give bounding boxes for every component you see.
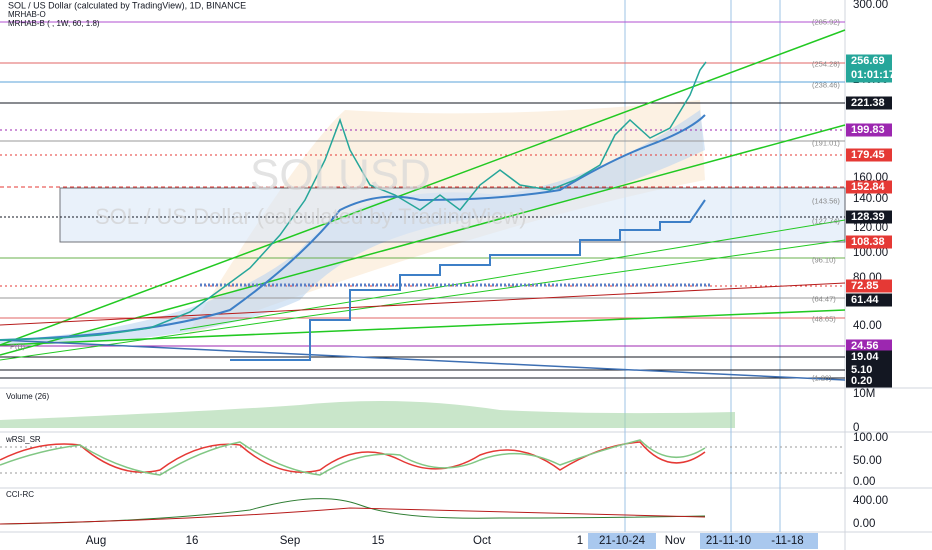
level-note: (96.10) [812,255,836,264]
moving-average [0,114,706,341]
indicator-tick-label: 0.00 [853,518,875,530]
indicator-tick-label: 400.00 [853,495,888,507]
indicator-tick-label: 0 [853,422,859,434]
time-tick-label: Sep [280,535,300,547]
time-marker-label: 21-10-24 [599,535,646,547]
pane-label: Volume (26) [6,392,49,401]
time-tick-label: 1 [577,535,583,547]
trend-line [0,29,846,346]
price-badge [846,374,892,388]
level-note: (64.47) [812,294,836,303]
price-badge-label: 108.38 [851,236,885,248]
trend-line [0,339,846,381]
cci-line [0,498,706,525]
time-marker [588,533,656,549]
watermark: SOL / US Dollar (calculated by TradingVi… [95,204,527,229]
price-path [0,61,707,341]
price-badge-label: 221.38 [851,97,885,109]
price-badge [846,148,892,162]
price-badge-label: 24.56 [851,340,879,352]
trend-line [0,239,846,361]
indicator-tick-label: 100.00 [853,432,888,444]
time-tick-label: Oct [473,535,492,547]
level-note: (254.28) [812,59,840,68]
level-note: (143.56) [812,196,840,205]
countdown-label: 01:01:17 [851,69,895,81]
time-marker-label: 21-11-10 [706,535,751,547]
price-badge-label: 19.04 [851,351,879,363]
level-note: (285.92) [812,17,840,26]
time-tick-label: 16 [186,535,199,547]
indicator-tick-label: 50.00 [853,455,882,467]
price-badge [846,235,892,249]
time-tick-label: Aug [86,535,106,547]
pane-label: wRSI_SR [5,435,41,444]
price-tick-label: 100.00 [853,247,888,259]
time-marker-label: -11-18 [771,535,803,547]
price-badge-label: 72.85 [851,280,879,292]
trend-line [179,219,846,331]
price-badge-label: 152.84 [851,181,886,193]
chart-title: SOL / US Dollar (calculated by TradingVi… [8,0,246,10]
price-badge-label: 128.39 [851,211,885,223]
pane-label: P(B) [10,342,26,351]
time-tick-label: Nov [665,535,686,547]
price-badge [846,350,892,364]
time-tick-label: 15 [372,535,385,547]
level-note: (191.01) [812,138,840,147]
indicator-tick-label: 10M [853,388,875,400]
price-tick-label: 40.00 [853,320,882,332]
level-note: (48.65) [812,314,836,323]
price-badge [846,123,892,137]
price-badge [846,180,892,194]
pane-label: CCI-RC [6,490,34,499]
trend-line [0,309,846,346]
step-line [230,199,706,361]
level-note: (127.74) [812,216,840,225]
cci-signal [0,507,706,525]
price-badge-label: 179.45 [851,149,885,161]
price-tick-label: 120.00 [853,222,888,234]
price-badge [846,279,892,293]
price-badge-label: 61.44 [851,294,879,306]
indicator-label: MRHAB-O [8,10,46,19]
price-tick-label: 300.00 [853,0,888,11]
trend-line [0,282,846,326]
price-badge [846,54,892,83]
time-marker [700,533,757,549]
range-box [59,187,846,243]
price-badge [846,293,892,307]
price-badge-label: 256.69 [851,55,885,67]
price-badge [846,96,892,110]
trend-line [0,124,846,356]
indicator-label: MRHAB-B ( , 1W, 60, 1.8) [8,19,100,28]
level-note: (1.20) [812,373,832,382]
price-badge [846,210,892,224]
rsi-signal [0,439,706,476]
price-badge [846,339,892,353]
indicator-tick-label: 0.00 [853,476,875,488]
price-badge [846,363,892,377]
time-marker [757,533,818,549]
price-badge-label: 199.83 [851,124,885,136]
price-badge-label: 5.10 [851,364,872,376]
level-note: (238.46) [812,80,840,89]
watermark: SOLUSD [250,151,431,200]
price-tick-label: 140.00 [853,193,888,205]
price-badge-label: 0.20 [851,375,872,387]
volume-area [0,401,735,428]
